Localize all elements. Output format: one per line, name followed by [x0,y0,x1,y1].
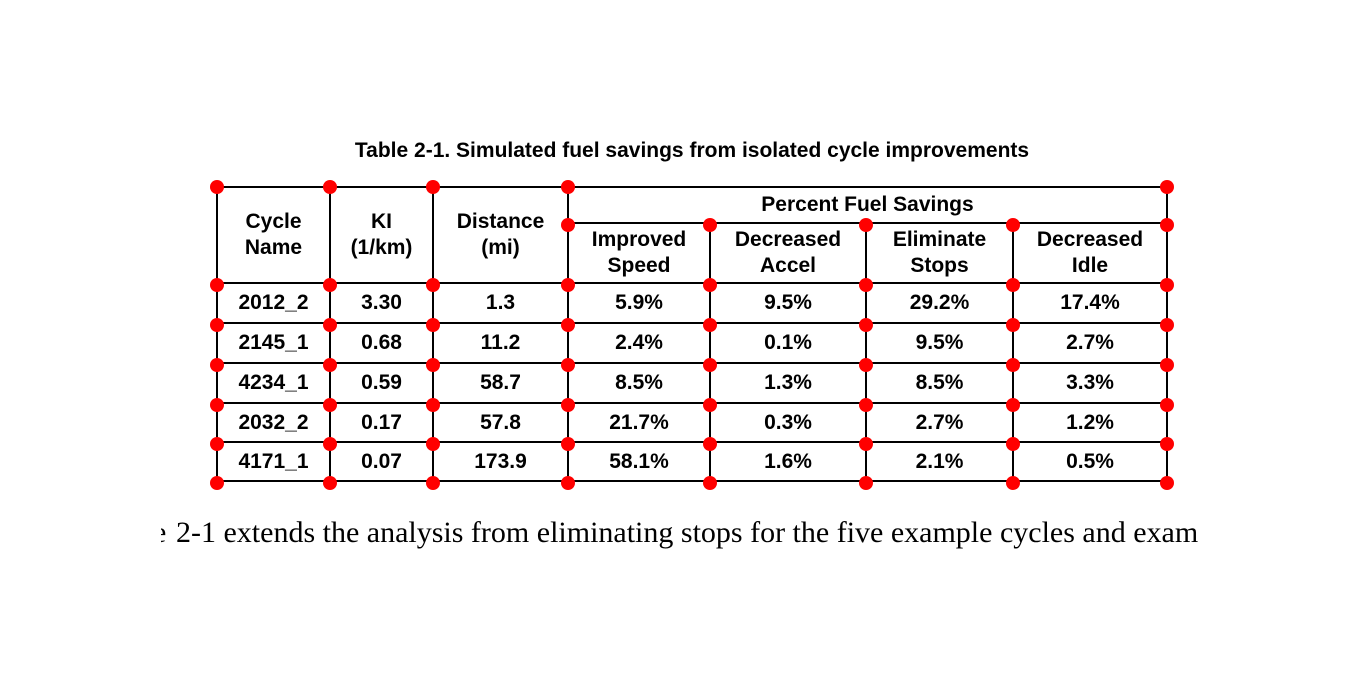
table-cell: 2032_2 [216,402,331,443]
table-cell: 5.9% [567,282,711,324]
group-header-percent-fuel-savings: Percent Fuel Savings [567,186,1168,224]
table-cell: 11.2 [432,322,569,364]
table-row: 4234_1 0.59 58.7 8.5% 1.3% 8.5% 3.3% [216,362,1168,404]
table-row: 2012_2 3.30 1.3 5.9% 9.5% 29.2% 17.4% [216,282,1168,324]
col-header-eliminate-stops: Eliminate Stops [865,222,1014,284]
table-cell: 2.4% [567,322,711,364]
table-cell: 3.30 [329,282,434,324]
table-cell: 0.59 [329,362,434,404]
table-cell: 2012_2 [216,282,331,324]
table-cell: 1.2% [1012,402,1168,443]
table-cell: 21.7% [567,402,711,443]
table-cell: 8.5% [865,362,1014,404]
table-cell: 58.1% [567,441,711,482]
table-row: 4171_1 0.07 173.9 58.1% 1.6% 2.1% 0.5% [216,441,1168,482]
table-cell: 0.1% [709,322,867,364]
table-cell: 4234_1 [216,362,331,404]
fuel-savings-table: Cycle Name KI (1/km) Distance (mi) Perce… [216,186,1168,482]
table-cell: 1.3% [709,362,867,404]
table-cell: 2.7% [865,402,1014,443]
table-body: 2012_2 3.30 1.3 5.9% 9.5% 29.2% 17.4% 2145_1 0.6… [216,282,1168,482]
table-cell: 58.7 [432,362,569,404]
col-header-distance: Distance (mi) [432,186,569,284]
table-cell: 17.4% [1012,282,1168,324]
table-cell: 2.1% [865,441,1014,482]
body-text-line: 2-1 extends the analysis from eliminatin… [176,516,1199,549]
table-cell: 4171_1 [216,441,331,482]
table-cell: 57.8 [432,402,569,443]
table-cell: 9.5% [709,282,867,324]
table-cell: 0.3% [709,402,867,443]
table-caption: Table 2-1. Simulated fuel savings from i… [354,139,1030,162]
table-cell: 2145_1 [216,322,331,364]
col-header-decreased-idle: Decreased Idle [1012,222,1168,284]
clipped-character-fragment: e [161,516,168,549]
table-cell: 9.5% [865,322,1014,364]
table-cell: 3.3% [1012,362,1168,404]
table-row: 2145_1 0.68 11.2 2.4% 0.1% 9.5% 2.7% [216,322,1168,364]
table-cell: 2.7% [1012,322,1168,364]
table-cell: 1.3 [432,282,569,324]
col-header-cycle-name: Cycle Name [216,186,331,284]
col-header-improved-speed: Improved Speed [567,222,711,284]
table-cell: 0.68 [329,322,434,364]
table-cell: 0.17 [329,402,434,443]
table-cell: 173.9 [432,441,569,482]
table-cell: 8.5% [567,362,711,404]
table-cell: 1.6% [709,441,867,482]
col-header-decreased-accel: Decreased Accel [709,222,867,284]
table-cell: 0.07 [329,441,434,482]
table-cell: 29.2% [865,282,1014,324]
col-header-ki: KI (1/km) [329,186,434,284]
table-row: 2032_2 0.17 57.8 21.7% 0.3% 2.7% 1.2% [216,402,1168,443]
table-cell: 0.5% [1012,441,1168,482]
